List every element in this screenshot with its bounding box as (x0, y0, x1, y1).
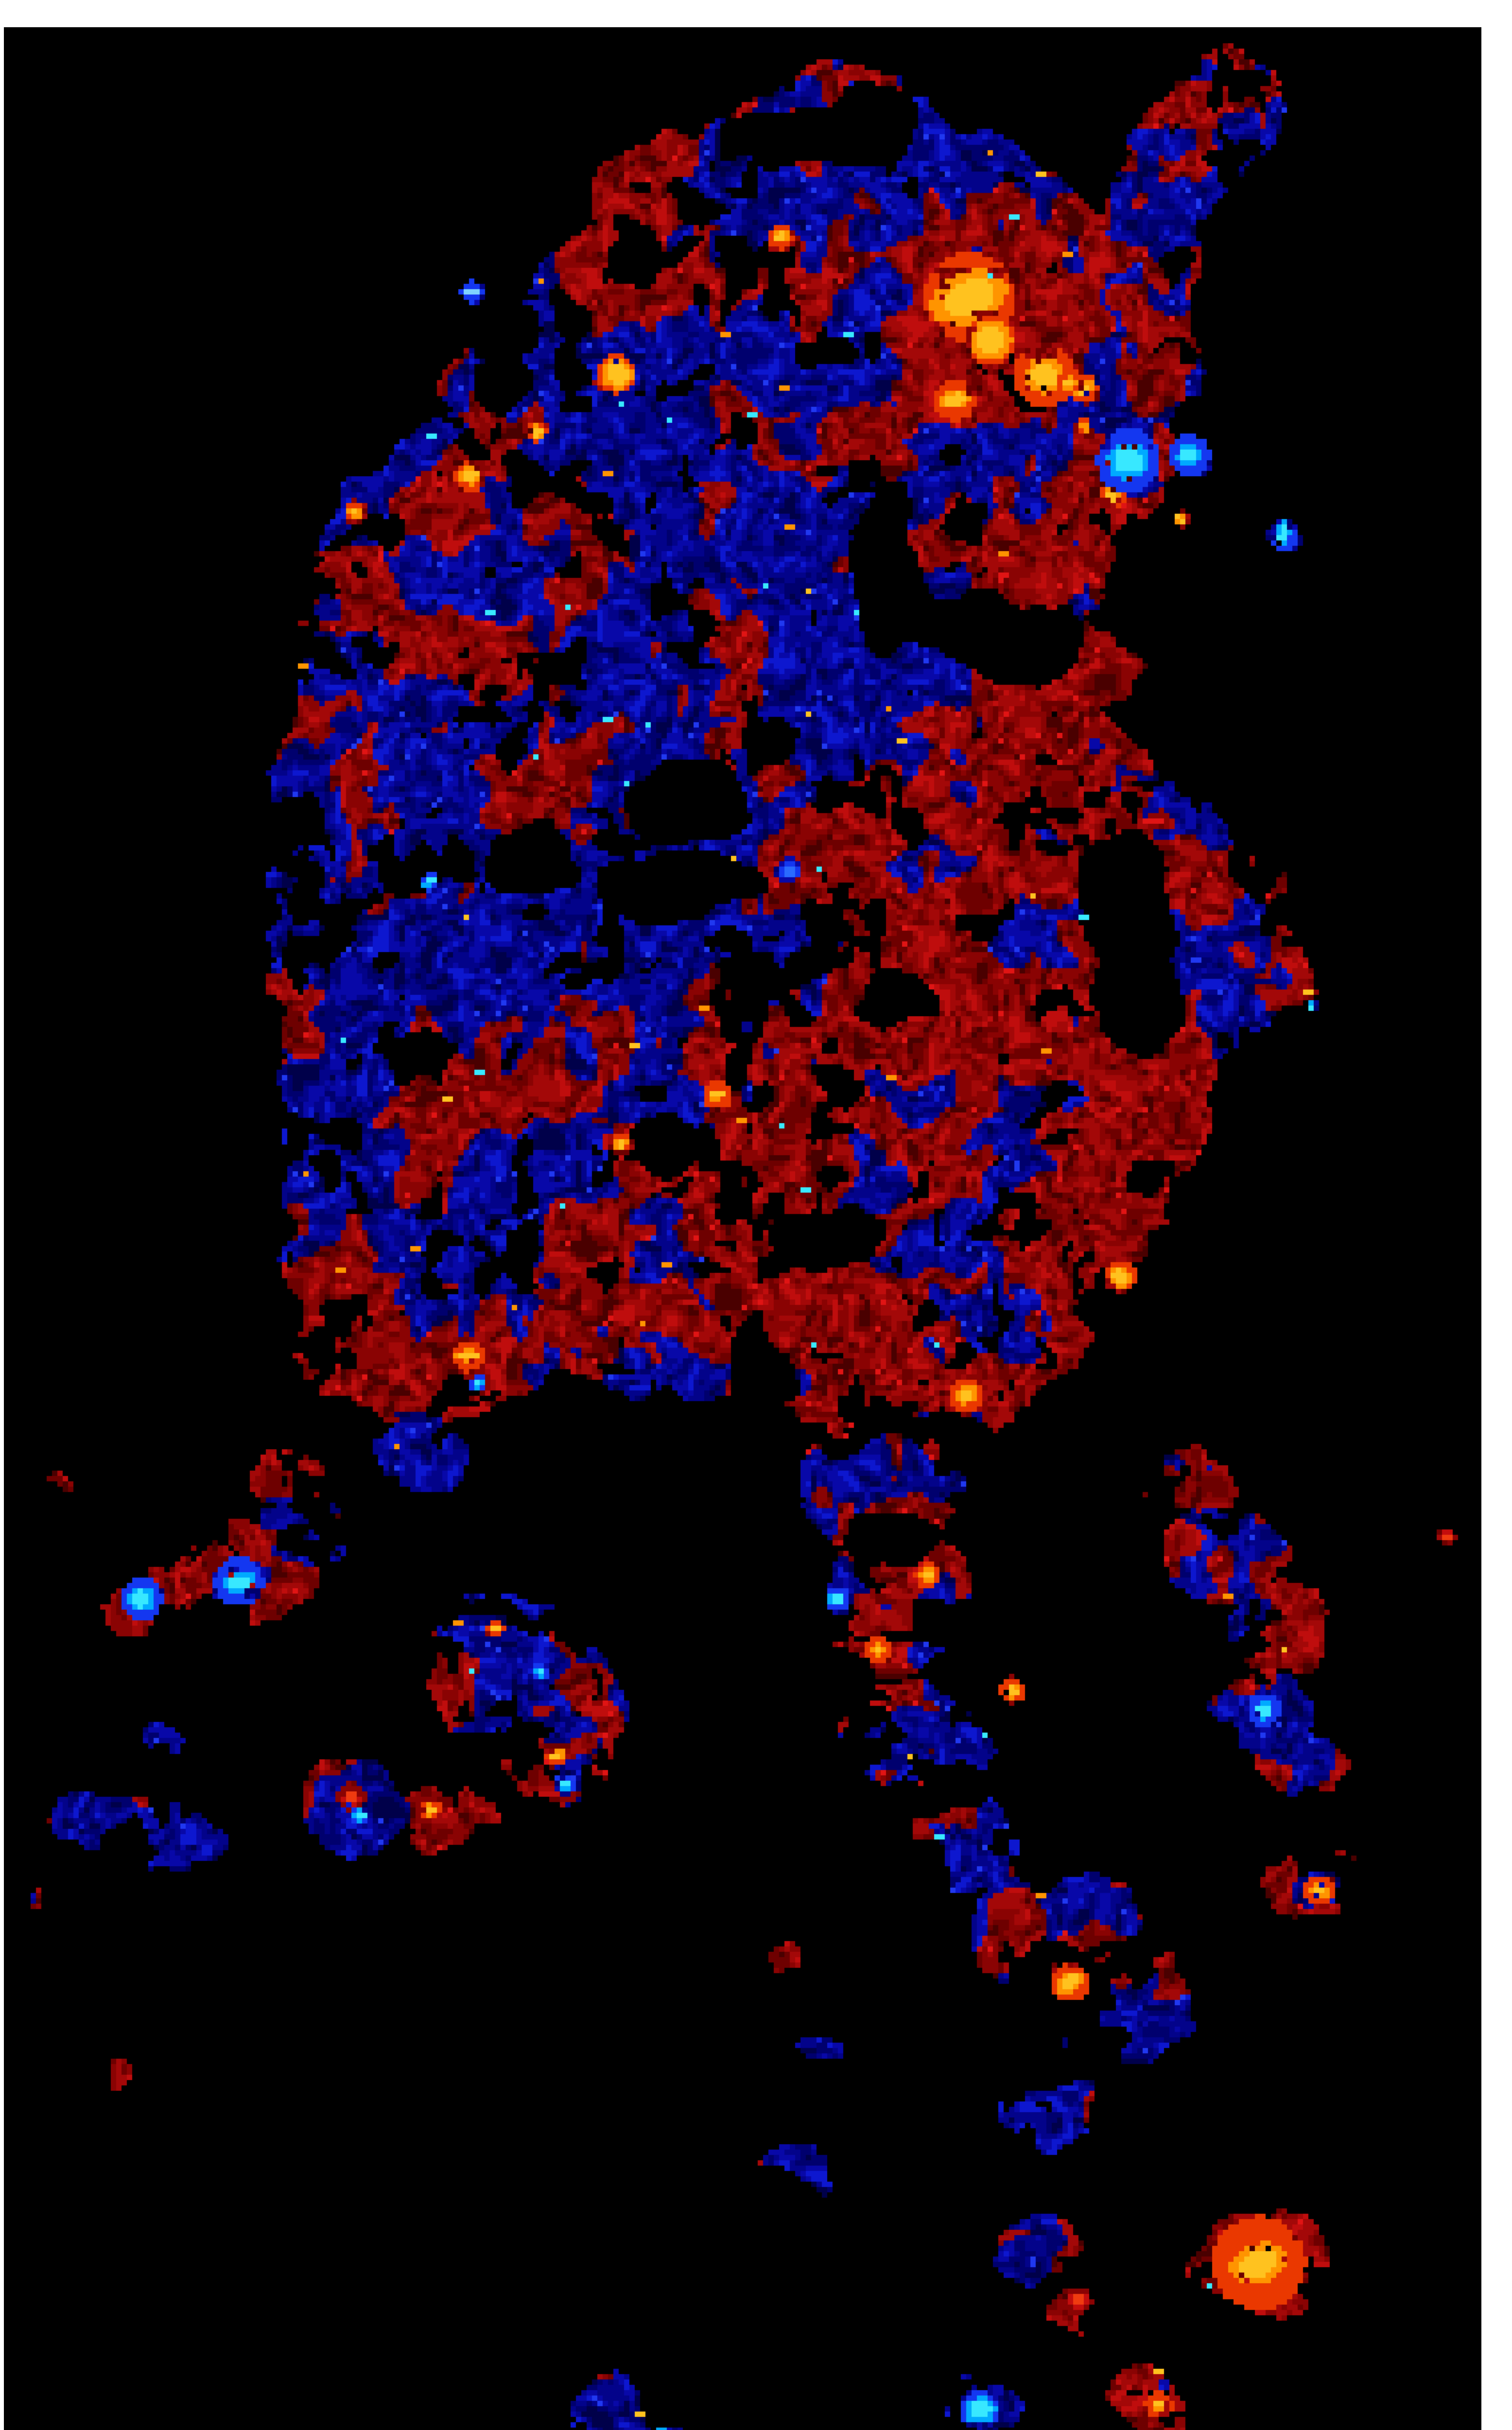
heatmap-canvas (4, 27, 1481, 2430)
false-color-map-figure (4, 27, 1481, 2430)
